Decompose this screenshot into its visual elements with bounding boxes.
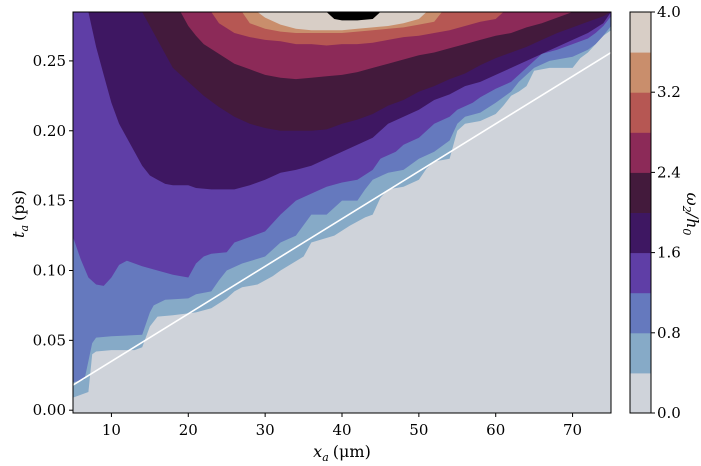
- x-tick-label: 30: [256, 421, 275, 439]
- overlay-line: [73, 51, 611, 386]
- colorbar-band: [630, 332, 651, 374]
- colorbar-tick-label: 1.6: [657, 244, 681, 262]
- y-axis: 0.00 0.05 0.10 0.15 0.20 0.25: [33, 52, 73, 419]
- x-tick-label: 40: [332, 421, 351, 439]
- colorbar-tick-label: 3.2: [657, 83, 681, 101]
- colorbar-band: [630, 52, 651, 93]
- x-tick-label: 60: [486, 421, 505, 439]
- y-tick-label: 0.15: [33, 192, 66, 210]
- y-axis-label: ta(ps): [9, 190, 31, 238]
- contour-band-10: [326, 12, 611, 21]
- colorbar-tick-label: 4.0: [657, 3, 681, 21]
- colorbar-band: [630, 212, 651, 254]
- y-tick-label: 0.10: [33, 261, 66, 279]
- colorbar-band: [630, 172, 651, 213]
- colorbar-band: [630, 292, 651, 334]
- plot-area: [73, 12, 611, 413]
- x-axis-label: xa (μm): [313, 442, 371, 461]
- colorbar: 0.0 0.8 1.6 2.4 3.2 4.0: [629, 3, 681, 422]
- y-tick-label: 0.20: [33, 122, 66, 140]
- colorbar-band: [630, 132, 651, 173]
- x-tick-label: 10: [102, 421, 121, 439]
- x-tick-label: 50: [409, 421, 428, 439]
- colorbar-band: [630, 252, 651, 294]
- y-tick-label: 0.00: [33, 401, 66, 419]
- y-tick-label: 0.05: [33, 331, 66, 349]
- x-tick-label: 70: [563, 421, 582, 439]
- colorbar-band: [630, 12, 651, 53]
- colorbar-label: ω2/h0: [680, 193, 701, 236]
- colorbar-band: [630, 92, 651, 133]
- colorbar-frame: [629, 11, 652, 414]
- colorbar-tick-label: 0.8: [657, 324, 681, 342]
- y-tick-label: 0.25: [33, 52, 66, 70]
- x-tick-label: 20: [179, 421, 198, 439]
- colorbar-tick-label: 2.4: [657, 163, 681, 181]
- colorbar-tick-label: 0.0: [657, 404, 681, 422]
- colorbar-band: [630, 372, 651, 414]
- x-axis: 10 20 30 40 50 60 70: [102, 413, 582, 439]
